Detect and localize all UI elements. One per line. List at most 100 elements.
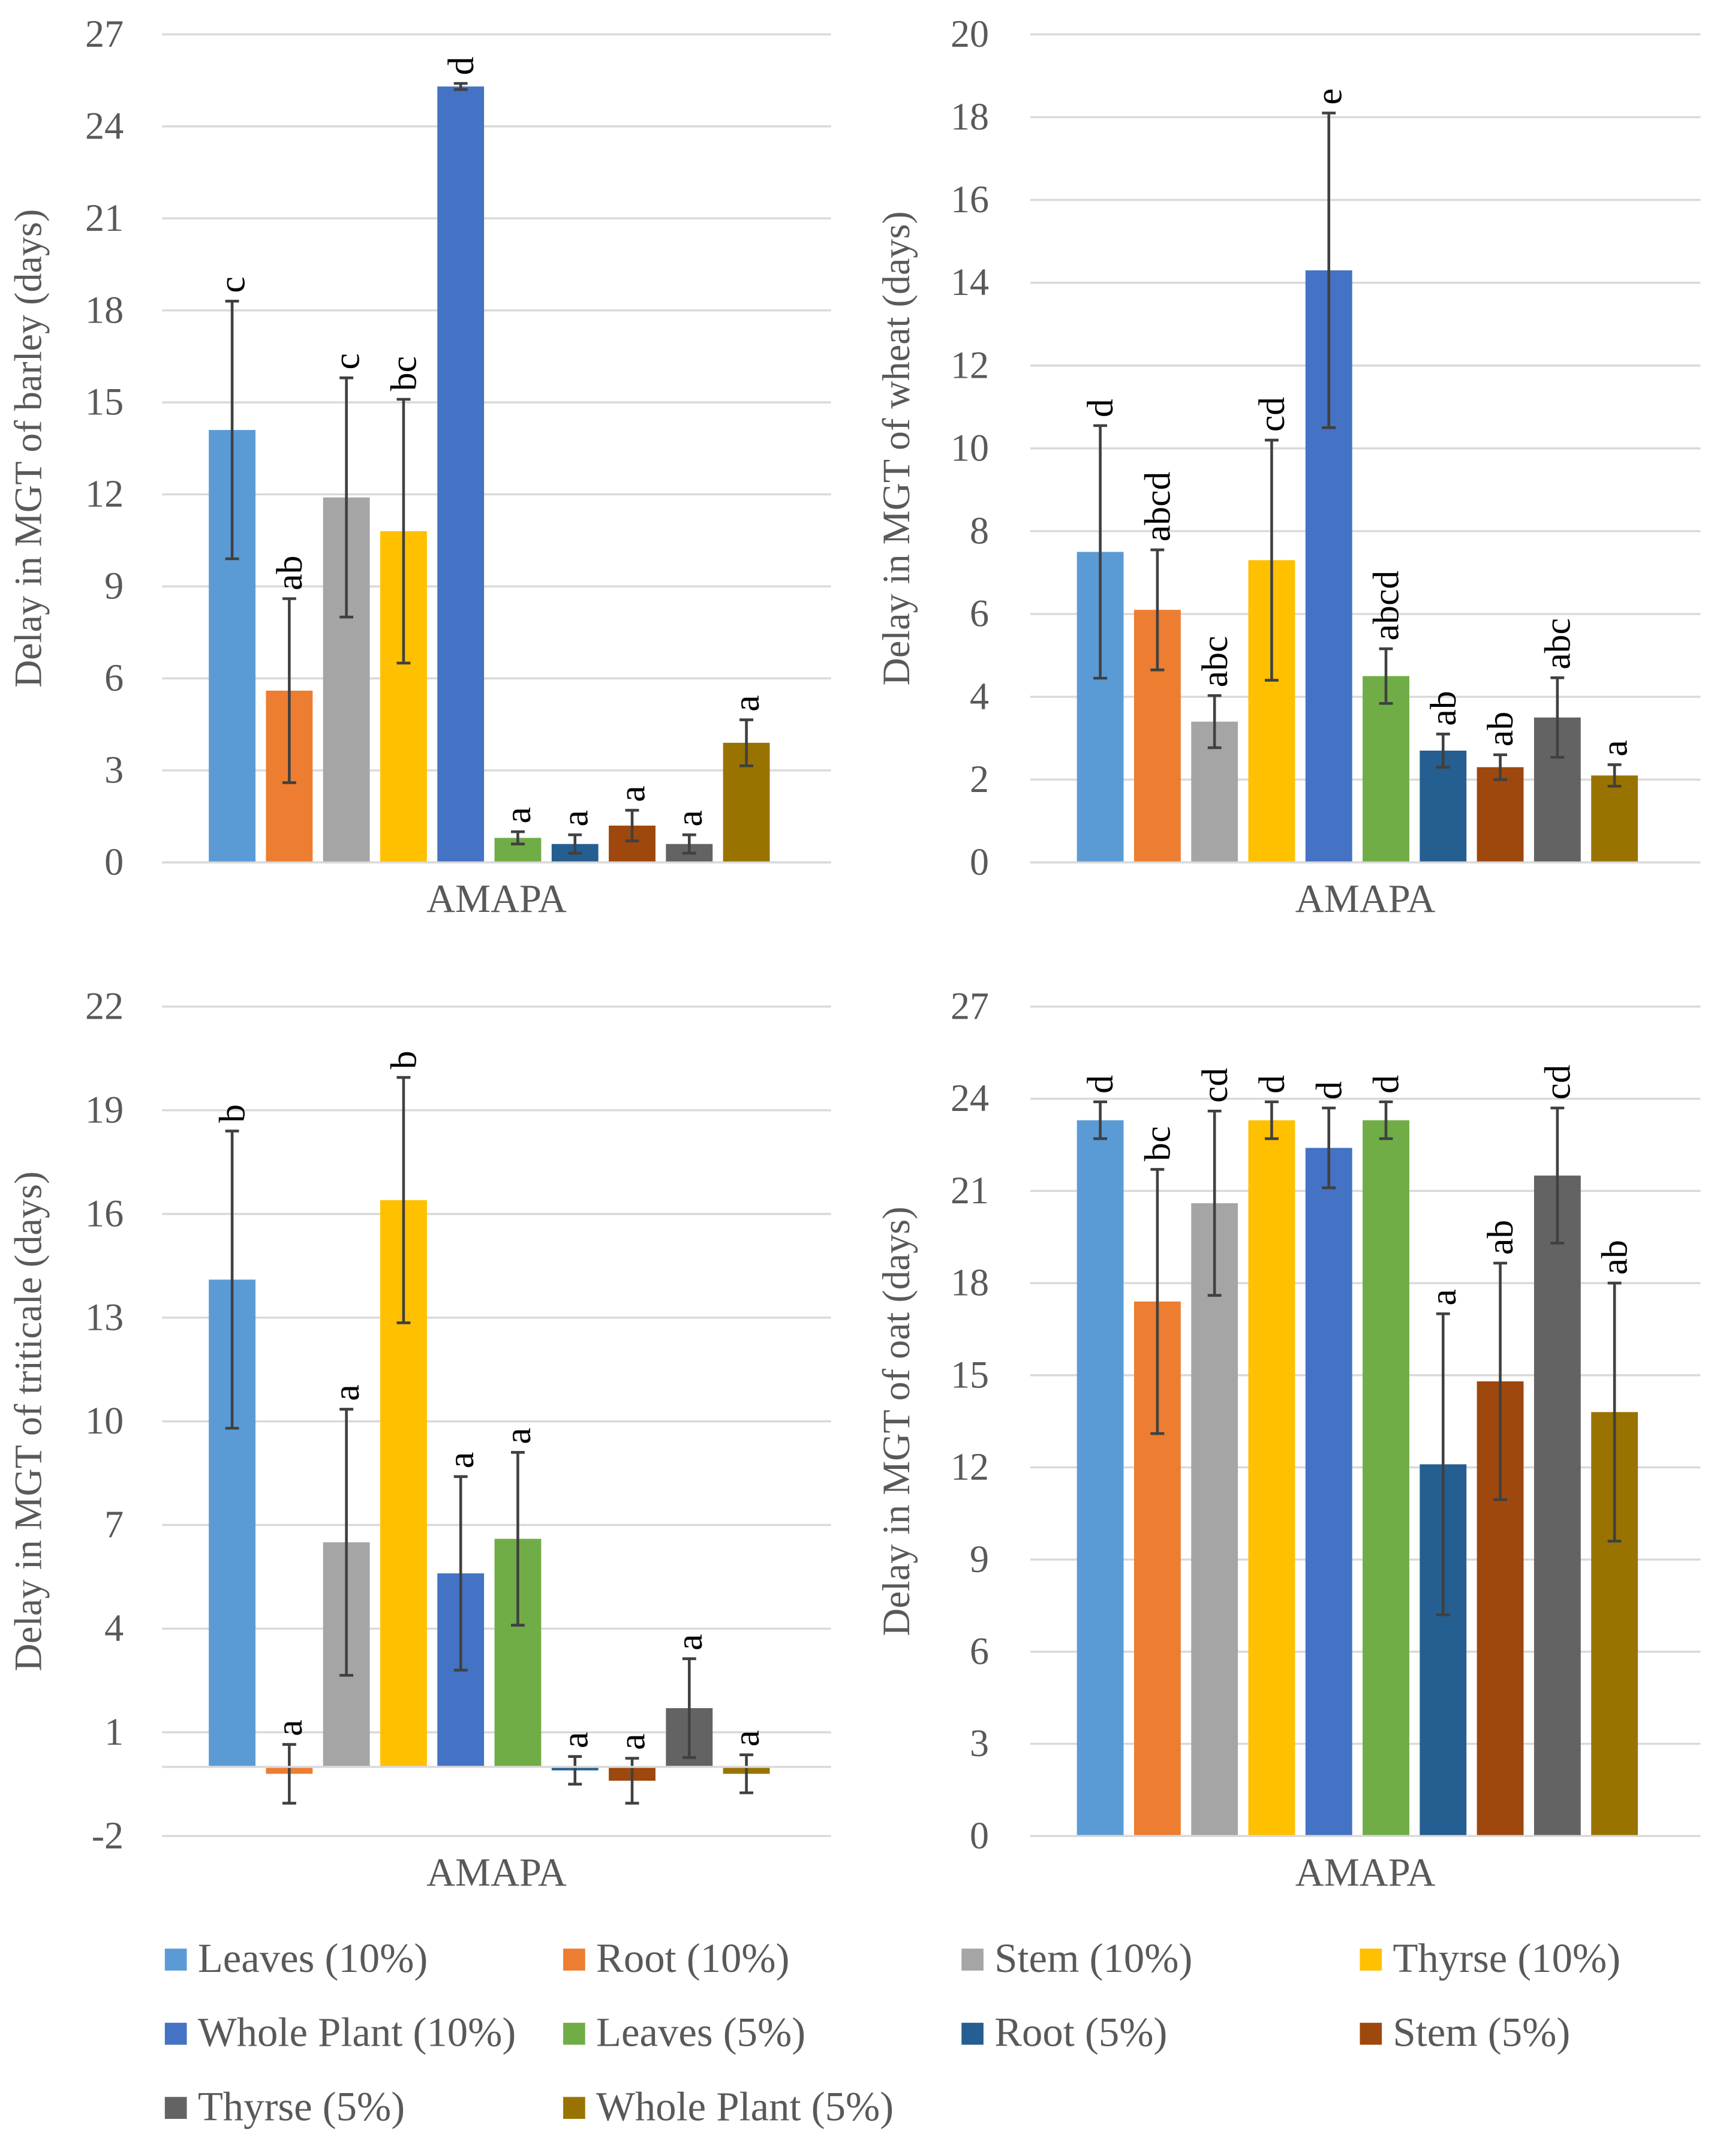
legend-item: Whole Plant (5%) bbox=[563, 2083, 894, 2129]
y-tick-label: 21 bbox=[85, 197, 124, 239]
legend-swatch bbox=[164, 2097, 187, 2119]
significance-letter: bc bbox=[384, 356, 425, 391]
y-tick-label: 24 bbox=[85, 104, 124, 147]
significance-letter: a bbox=[726, 1730, 767, 1747]
y-tick-label: 8 bbox=[970, 510, 989, 552]
legend-label: Whole Plant (5%) bbox=[596, 2083, 894, 2129]
y-axis-label: Delay in MGT of barley (days) bbox=[7, 209, 50, 688]
y-tick-label: 6 bbox=[104, 657, 124, 699]
bar-thyrse-10- bbox=[1248, 1120, 1295, 1836]
legend-label: Whole Plant (10%) bbox=[198, 2010, 516, 2055]
bar-whole-plant-10- bbox=[1305, 1148, 1352, 1836]
significance-letter: a bbox=[612, 785, 653, 802]
significance-letter: b bbox=[212, 1104, 253, 1123]
legend-item: Thyrse (10%) bbox=[1360, 1935, 1620, 1981]
significance-letter: d bbox=[1252, 1075, 1292, 1094]
significance-letter: d bbox=[441, 56, 482, 75]
legend-item: Leaves (5%) bbox=[563, 2010, 805, 2055]
y-tick-label: 27 bbox=[951, 985, 989, 1028]
y-tick-label: 18 bbox=[951, 1261, 989, 1304]
significance-letter: a bbox=[726, 695, 767, 711]
significance-letter: a bbox=[441, 1452, 482, 1468]
y-tick-label: 22 bbox=[85, 985, 124, 1028]
bar-stem-5- bbox=[1477, 767, 1524, 863]
y-axis-label: Delay in MGT of oat (days) bbox=[875, 1206, 918, 1636]
x-category-label: AMAPA bbox=[1295, 877, 1436, 921]
legend-swatch bbox=[164, 2022, 187, 2045]
legend-label: Leaves (10%) bbox=[198, 1935, 428, 1981]
legend-swatch bbox=[563, 2022, 585, 2045]
y-tick-label: 7 bbox=[104, 1503, 124, 1546]
y-tick-label: 12 bbox=[85, 472, 124, 515]
legend-item: Root (10%) bbox=[563, 1935, 790, 1981]
significance-letter: d bbox=[1366, 1075, 1407, 1094]
bar-root-5- bbox=[1420, 750, 1467, 863]
significance-letter: ab bbox=[1480, 712, 1521, 746]
legend-item: Thyrse (5%) bbox=[164, 2083, 405, 2129]
x-category-label: AMAPA bbox=[426, 877, 567, 921]
legend-label: Stem (10%) bbox=[994, 1935, 1192, 1981]
significance-letter: ab bbox=[1423, 691, 1464, 725]
y-tick-label: 18 bbox=[951, 95, 989, 138]
x-category-label: AMAPA bbox=[1295, 1851, 1436, 1895]
y-tick-label: 12 bbox=[951, 1446, 989, 1488]
y-tick-label: -2 bbox=[92, 1814, 124, 1857]
legend-swatch bbox=[961, 2022, 984, 2045]
y-tick-label: 19 bbox=[85, 1088, 124, 1131]
y-tick-label: 9 bbox=[104, 565, 124, 607]
legend-swatch bbox=[961, 1949, 984, 1971]
y-tick-label: 27 bbox=[85, 13, 124, 55]
significance-letter: a bbox=[498, 807, 539, 823]
y-axis-label: Delay in MGT of triticale (days) bbox=[7, 1172, 50, 1672]
legend-item: Leaves (10%) bbox=[164, 1935, 428, 1981]
legend: Leaves (10%) Root (10%) Stem (10%) Thyrse (… bbox=[164, 1935, 1620, 2129]
significance-letter: c bbox=[212, 276, 253, 293]
bar-leaves-10- bbox=[1076, 1120, 1124, 1836]
y-tick-label: 6 bbox=[970, 592, 989, 635]
significance-letter: a bbox=[1595, 740, 1635, 756]
y-tick-label: 21 bbox=[951, 1169, 989, 1212]
significance-letter: bc bbox=[1138, 1126, 1178, 1161]
significance-letter: abc bbox=[1195, 636, 1235, 688]
y-tick-label: 0 bbox=[970, 1814, 989, 1857]
y-tick-label: 24 bbox=[951, 1077, 989, 1119]
legend-item: Stem (5%) bbox=[1360, 2010, 1570, 2055]
y-tick-label: 3 bbox=[104, 749, 124, 791]
y-tick-label: 2 bbox=[970, 758, 989, 800]
y-tick-label: 18 bbox=[85, 288, 124, 331]
x-category-label: AMAPA bbox=[426, 1851, 567, 1895]
y-tick-label: 4 bbox=[970, 675, 989, 718]
significance-letter: ab bbox=[1480, 1220, 1521, 1255]
y-tick-label: 6 bbox=[970, 1630, 989, 1672]
legend-label: Root (5%) bbox=[994, 2010, 1167, 2055]
significance-letter: d bbox=[1080, 399, 1121, 417]
significance-letter: a bbox=[669, 810, 710, 826]
legend-label: Stem (5%) bbox=[1393, 2010, 1570, 2055]
significance-letter: cd bbox=[1537, 1065, 1578, 1100]
significance-letter: a bbox=[555, 810, 596, 826]
y-tick-label: 0 bbox=[970, 841, 989, 883]
legend-swatch bbox=[1360, 2022, 1382, 2045]
y-tick-label: 1 bbox=[104, 1711, 124, 1753]
chart-4: 0 3 6 9 12 15 18 21 24 27 Delay in MGT of oat (day… bbox=[875, 985, 1701, 1895]
significance-letter: a bbox=[498, 1428, 539, 1444]
y-tick-label: 15 bbox=[85, 381, 124, 423]
significance-letter: b bbox=[384, 1050, 425, 1069]
significance-letter: e bbox=[1309, 88, 1349, 104]
significance-letter: a bbox=[669, 1634, 710, 1650]
significance-letter: a bbox=[612, 1733, 653, 1750]
y-tick-label: 16 bbox=[85, 1192, 124, 1234]
significance-letter: a bbox=[1423, 1289, 1464, 1305]
bar-whole-plant-5- bbox=[1591, 775, 1638, 863]
chart-1: 0 3 6 9 12 15 18 21 24 27 Delay in MGT of barley (… bbox=[7, 13, 831, 921]
legend-swatch bbox=[563, 1949, 585, 1971]
legend-item: Root (5%) bbox=[961, 2010, 1167, 2055]
significance-letter: abcd bbox=[1138, 471, 1178, 541]
legend-swatch bbox=[1360, 1949, 1382, 1971]
significance-letter: abcd bbox=[1366, 571, 1407, 641]
legend-item: Whole Plant (10%) bbox=[164, 2010, 516, 2055]
significance-letter: a bbox=[326, 1384, 367, 1401]
significance-letter: abc bbox=[1537, 618, 1578, 670]
y-tick-label: 0 bbox=[104, 841, 124, 883]
